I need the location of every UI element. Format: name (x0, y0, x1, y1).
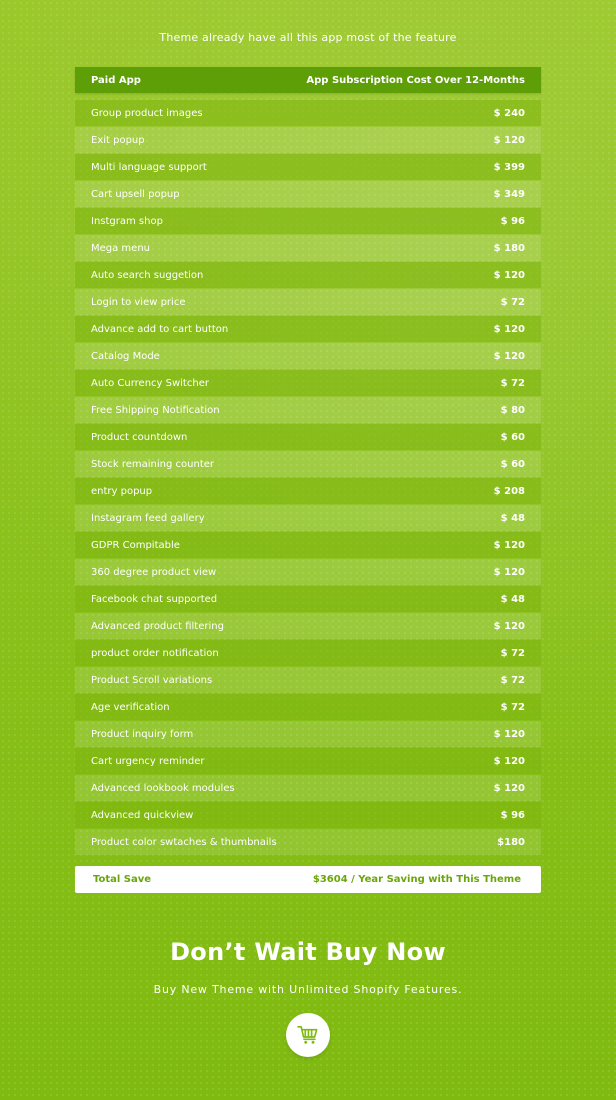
feature-name: Product countdown (91, 431, 188, 443)
feature-price: $ 120 (493, 566, 525, 578)
feature-name: Advance add to cart button (91, 323, 229, 335)
feature-price: $ 120 (493, 269, 525, 281)
total-save-value: $3604 / Year Saving with This Theme (312, 874, 521, 885)
feature-name: Advanced product filtering (91, 620, 224, 632)
feature-name: Stock remaining counter (91, 458, 215, 470)
feature-price: $ 120 (493, 539, 525, 551)
table-row: Catalog Mode $ 120 (75, 343, 541, 369)
feature-name: entry popup (91, 485, 153, 497)
feature-name: Mega menu (91, 242, 151, 254)
feature-name: Exit popup (91, 134, 145, 146)
feature-price: $ 48 (500, 593, 525, 605)
table-row: entry popup $ 208 (75, 478, 541, 504)
table-row: Mega menu $ 180 (75, 235, 541, 261)
feature-name: Catalog Mode (91, 350, 160, 362)
table-row: Product inquiry form $ 120 (75, 721, 541, 747)
headline: Theme already have all this app most of … (159, 31, 457, 44)
total-save-bar: Total Save $3604 / Year Saving with This… (75, 866, 541, 893)
feature-name: Product Scroll variations (91, 674, 213, 686)
table-row: Multi language support $ 399 (75, 154, 541, 180)
feature-price: $ 120 (493, 782, 525, 794)
feature-name: GDPR Compitable (91, 539, 180, 551)
table-row: Free Shipping Notification $ 80 (75, 397, 541, 423)
feature-name: 360 degree product view (91, 566, 217, 578)
cart-icon (297, 1026, 318, 1044)
feature-price: $ 120 (493, 620, 525, 632)
feature-price: $ 120 (493, 134, 525, 146)
table-row: Cart urgency reminder $ 120 (75, 748, 541, 774)
table-row: Facebook chat supported $ 48 (75, 586, 541, 612)
table-row: Group product images $ 240 (75, 100, 541, 126)
feature-price: $ 72 (500, 296, 525, 308)
feature-name: Auto search suggetion (91, 269, 204, 281)
table-row: Product countdown $ 60 (75, 424, 541, 450)
feature-price: $ 240 (493, 107, 525, 119)
feature-name: Login to view price (91, 296, 186, 308)
table-row: Login to view price $ 72 (75, 289, 541, 315)
feature-list: Group product images $ 240 Exit popup $ 120… (75, 100, 541, 856)
feature-price: $ 120 (493, 323, 525, 335)
feature-price: $ 120 (493, 350, 525, 362)
feature-price: $ 208 (493, 485, 525, 497)
feature-price: $ 120 (493, 755, 525, 767)
feature-name: Advanced lookbook modules (91, 782, 235, 794)
feature-name: Group product images (91, 107, 203, 119)
feature-name: Facebook chat supported (91, 593, 218, 605)
feature-price: $ 80 (500, 404, 525, 416)
table-row: Product color swtaches & thumbnails $180 (75, 829, 541, 855)
feature-name: Product color swtaches & thumbnails (91, 836, 277, 848)
total-save-label: Total Save (93, 874, 152, 885)
feature-name: Cart urgency reminder (91, 755, 205, 767)
table-row: Advanced product filtering $ 120 (75, 613, 541, 639)
cta-subtitle: Buy New Theme with Unlimited Shopify Fea… (153, 983, 463, 996)
feature-name: Age verification (91, 701, 170, 713)
feature-price: $ 72 (500, 674, 525, 686)
feature-name: Multi language support (91, 161, 207, 173)
feature-price: $ 120 (493, 728, 525, 740)
feature-price: $ 180 (493, 242, 525, 254)
table-row: Instagram feed gallery $ 48 (75, 505, 541, 531)
feature-name: Auto Currency Switcher (91, 377, 209, 389)
feature-price: $ 72 (500, 647, 525, 659)
table-row: Stock remaining counter $ 60 (75, 451, 541, 477)
table-header: Paid App App Subscription Cost Over 12-M… (75, 67, 541, 93)
feature-name: Instagram feed gallery (91, 512, 205, 524)
feature-price: $ 60 (500, 431, 525, 443)
feature-price: $ 349 (493, 188, 525, 200)
feature-name: Product inquiry form (91, 728, 194, 740)
table-row: Exit popup $ 120 (75, 127, 541, 153)
feature-name: Free Shipping Notification (91, 404, 220, 416)
table-row: Product Scroll variations $ 72 (75, 667, 541, 693)
feature-name: Advanced quickview (91, 809, 194, 821)
feature-name: Instgram shop (91, 215, 163, 227)
table-row: Age verification $ 72 (75, 694, 541, 720)
column-header-app: Paid App (91, 74, 141, 86)
table-row: Advanced quickview $ 96 (75, 802, 541, 828)
table-row: Auto Currency Switcher $ 72 (75, 370, 541, 396)
table-row: GDPR Compitable $ 120 (75, 532, 541, 558)
feature-price: $ 48 (500, 512, 525, 524)
table-row: Instgram shop $ 96 (75, 208, 541, 234)
feature-price: $ 60 (500, 458, 525, 470)
feature-name: Cart upsell popup (91, 188, 180, 200)
table-row: Cart upsell popup $ 349 (75, 181, 541, 207)
buy-now-cart-button[interactable] (286, 1013, 330, 1057)
feature-price: $ 72 (500, 377, 525, 389)
feature-name: product order notification (91, 647, 219, 659)
table-row: Advanced lookbook modules $ 120 (75, 775, 541, 801)
column-header-cost: App Subscription Cost Over 12-Months (306, 74, 525, 86)
table-row: product order notification $ 72 (75, 640, 541, 666)
table-row: 360 degree product view $ 120 (75, 559, 541, 585)
feature-price: $ 96 (500, 215, 525, 227)
table-row: Advance add to cart button $ 120 (75, 316, 541, 342)
cta-title: Don’t Wait Buy Now (170, 938, 446, 966)
feature-price: $ 399 (493, 161, 525, 173)
feature-price: $ 72 (500, 701, 525, 713)
feature-price: $180 (497, 836, 525, 848)
feature-price: $ 96 (500, 809, 525, 821)
table-row: Auto search suggetion $ 120 (75, 262, 541, 288)
